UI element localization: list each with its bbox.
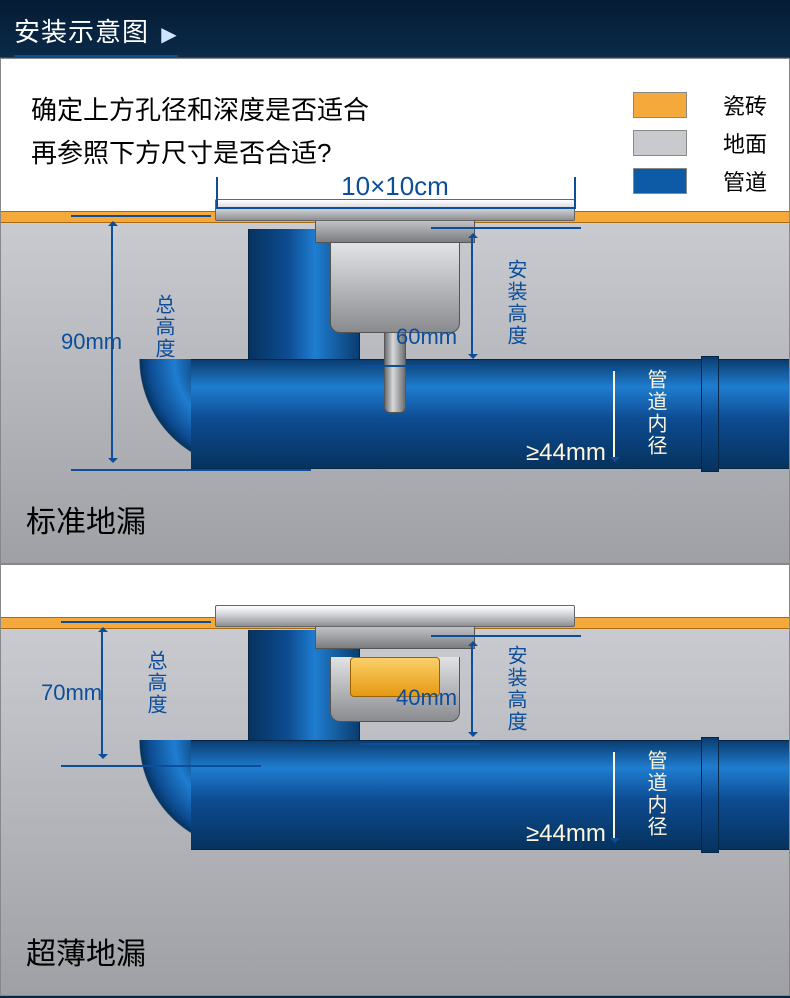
header-title: 安装示意图 ▶ [14,12,178,59]
plate-size: 10×10cm [341,171,449,202]
std-inst-ext-bot [361,365,481,367]
pipe-horizontal [191,740,790,850]
legend-swatch-pipe [633,168,687,194]
thin-total-ext-top [61,621,211,623]
thin-inst-value: 40mm [396,685,457,711]
plate-dim-line [216,207,576,209]
header-title-text: 安装示意图 [14,17,149,47]
legend-label-ground: 地面 [723,127,767,159]
std-total-ext-bot [71,469,311,471]
thin-total-ext-bot [61,765,261,767]
std-inst-ext-top [431,227,581,229]
intro-line-1: 确定上方孔径和深度是否适合 [31,89,369,132]
std-total-value: 90mm [61,329,122,355]
std-total-label: 总高度 [149,294,178,360]
intro-text: 确定上方孔径和深度是否适合 再参照下方尺寸是否合适? [31,89,369,175]
thin-pipe-value: ≥44mm [526,820,606,848]
legend-swatch-ground [633,130,687,156]
thin-inst-ext-top [431,635,581,637]
std-pipe-label: 管道内径 [641,369,670,457]
legend: 瓷砖 地面 管道 [633,89,767,203]
std-inst-value: 60mm [396,324,457,350]
thin-inst-dim-line [471,644,473,734]
drain-neck [315,221,475,243]
std-inst-label: 安装高度 [501,259,530,347]
thin-total-label: 总高度 [141,650,170,716]
legend-row-tile: 瓷砖 [633,89,767,121]
drain-plate [215,199,575,221]
drain-body [330,243,460,333]
thin-inst-ext-bot [361,743,481,745]
thin-total-value: 70mm [41,680,102,706]
play-icon: ▶ [161,22,177,47]
panel-thin: 70mm 总高度 40mm 安装高度 ≥44mm 管道内径 超薄地漏 [0,564,790,996]
intro-line-2: 再参照下方尺寸是否合适? [31,132,369,175]
legend-swatch-tile [633,92,687,118]
pipe-coupler [701,737,719,853]
panel-standard: 确定上方孔径和深度是否适合 再参照下方尺寸是否合适? 瓷砖 地面 管道 10×1… [0,58,790,564]
drain-neck [315,627,475,649]
std-inst-dim-line [471,236,473,356]
legend-row-ground: 地面 [633,127,767,159]
legend-label-pipe: 管道 [723,165,767,197]
pipe-coupler [701,356,719,472]
panel-caption-standard: 标准地漏 [26,497,146,541]
plate-dim-tick-r [574,177,576,207]
drain-plate [215,605,575,627]
std-pipe-dim-line [613,369,615,459]
thin-pipe-label: 管道内径 [641,750,670,838]
std-pipe-value: ≥44mm [526,439,606,467]
legend-row-pipe: 管道 [633,165,767,197]
panel-caption-thin: 超薄地漏 [26,929,146,973]
header: 安装示意图 ▶ [0,0,790,58]
legend-label-tile: 瓷砖 [723,89,767,121]
plate-dim-tick-l [216,177,218,207]
thin-pipe-dim-line [613,750,615,840]
thin-inst-label: 安装高度 [501,645,530,733]
std-total-ext-top [71,215,211,217]
